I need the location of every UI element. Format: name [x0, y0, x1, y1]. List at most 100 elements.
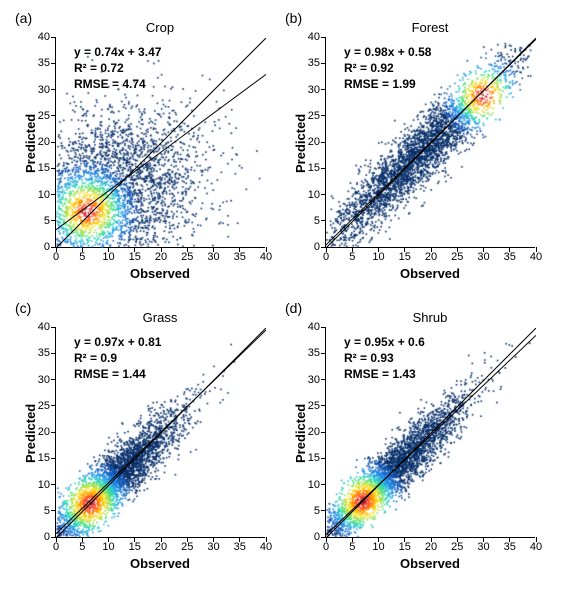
xtick-label: 40 — [260, 251, 272, 263]
fit-annotation-line: RMSE = 1.44 — [74, 366, 161, 382]
xtick-label: 30 — [207, 541, 219, 553]
fit-annotation-b: y = 0.98x + 0.58R² = 0.92RMSE = 1.99 — [344, 44, 431, 93]
ytick-label: 35 — [38, 57, 50, 69]
xtick-label: 10 — [102, 541, 114, 553]
fit-annotation-line: R² = 0.93 — [344, 350, 425, 366]
xtick-label: 5 — [79, 251, 85, 263]
xtick-label: 30 — [477, 541, 489, 553]
ylabel: Predicted — [293, 114, 308, 173]
fit-annotation-line: y = 0.95x + 0.6 — [344, 334, 425, 350]
xtick-label: 10 — [372, 541, 384, 553]
xtick-label: 30 — [207, 251, 219, 263]
ytick-label: 0 — [44, 531, 50, 543]
xtick-label: 5 — [349, 541, 355, 553]
ytick-label: 20 — [308, 136, 320, 148]
ytick-label: 20 — [308, 426, 320, 438]
xtick-label: 20 — [155, 251, 167, 263]
ytick-label: 40 — [38, 31, 50, 43]
xtick-label: 15 — [399, 541, 411, 553]
ytick-label: 15 — [308, 162, 320, 174]
xtick-label: 25 — [181, 541, 193, 553]
xtick-label: 5 — [79, 541, 85, 553]
fit-annotation-line: RMSE = 1.43 — [344, 366, 425, 382]
ytick-label: 15 — [38, 162, 50, 174]
fit-annotation-line: y = 0.97x + 0.81 — [74, 334, 161, 350]
figure-root: (a)Crop05101520253035400510152025303540y… — [0, 0, 575, 597]
ytick-label: 40 — [308, 31, 320, 43]
ytick-label: 5 — [44, 505, 50, 517]
ytick-label: 5 — [314, 505, 320, 517]
panel-label-b: (b) — [285, 10, 302, 26]
xtick-label: 0 — [53, 251, 59, 263]
ytick-label: 0 — [314, 531, 320, 543]
xtick-label: 35 — [504, 251, 516, 263]
xlabel: Observed — [55, 266, 265, 281]
ytick-label: 30 — [308, 374, 320, 386]
panel-title-d: Shrub — [325, 310, 535, 325]
panel-title-a: Crop — [55, 20, 265, 35]
ytick-label: 10 — [38, 479, 50, 491]
xtick-label: 25 — [451, 541, 463, 553]
ytick-label: 25 — [308, 400, 320, 412]
plot-area-d: 05101520253035400510152025303540y = 0.95… — [325, 328, 535, 538]
ytick-label: 35 — [308, 57, 320, 69]
fit-annotation-d: y = 0.95x + 0.6R² = 0.93RMSE = 1.43 — [344, 334, 425, 383]
ylabel: Predicted — [293, 404, 308, 463]
ytick-label: 35 — [308, 347, 320, 359]
ytick-label: 40 — [308, 321, 320, 333]
fit-annotation-line: R² = 0.92 — [344, 60, 431, 76]
ytick-label: 25 — [308, 110, 320, 122]
xtick-label: 40 — [260, 541, 272, 553]
ytick-label: 40 — [38, 321, 50, 333]
ytick-label: 25 — [38, 400, 50, 412]
panel-label-c: (c) — [15, 300, 31, 316]
ytick-label: 5 — [314, 215, 320, 227]
xtick-label: 10 — [372, 251, 384, 263]
xtick-label: 20 — [425, 251, 437, 263]
ytick-label: 25 — [38, 110, 50, 122]
ytick-label: 0 — [44, 241, 50, 253]
panel-title-b: Forest — [325, 20, 535, 35]
fit-annotation-line: y = 0.74x + 3.47 — [74, 44, 161, 60]
xtick-label: 15 — [399, 251, 411, 263]
xtick-label: 15 — [129, 251, 141, 263]
panel-label-a: (a) — [15, 10, 32, 26]
panel-d: (d)Shrub05101520253035400510152025303540… — [325, 328, 535, 538]
ytick-label: 10 — [308, 479, 320, 491]
panel-label-d: (d) — [285, 300, 302, 316]
ytick-label: 30 — [38, 374, 50, 386]
xtick-label: 35 — [504, 541, 516, 553]
ytick-label: 20 — [38, 136, 50, 148]
ylabel: Predicted — [23, 114, 38, 173]
xtick-label: 35 — [234, 541, 246, 553]
fit-annotation-line: R² = 0.9 — [74, 350, 161, 366]
fit-annotation-line: RMSE = 4.74 — [74, 76, 161, 92]
ylabel: Predicted — [23, 404, 38, 463]
fit-annotation-c: y = 0.97x + 0.81R² = 0.9RMSE = 1.44 — [74, 334, 161, 383]
xtick-label: 0 — [323, 541, 329, 553]
plot-area-c: 05101520253035400510152025303540y = 0.97… — [55, 328, 265, 538]
ytick-label: 5 — [44, 215, 50, 227]
xtick-label: 40 — [530, 251, 542, 263]
ytick-label: 10 — [308, 189, 320, 201]
ytick-label: 10 — [38, 189, 50, 201]
xtick-label: 0 — [323, 251, 329, 263]
panel-title-c: Grass — [55, 310, 265, 325]
xlabel: Observed — [325, 266, 535, 281]
ytick-label: 15 — [38, 452, 50, 464]
ytick-label: 0 — [314, 241, 320, 253]
xlabel: Observed — [325, 556, 535, 571]
plot-area-b: 05101520253035400510152025303540y = 0.98… — [325, 38, 535, 248]
ytick-label: 15 — [308, 452, 320, 464]
xtick-label: 25 — [451, 251, 463, 263]
xtick-label: 20 — [155, 541, 167, 553]
ytick-label: 30 — [308, 84, 320, 96]
xtick-label: 15 — [129, 541, 141, 553]
xtick-label: 30 — [477, 251, 489, 263]
ytick-label: 30 — [38, 84, 50, 96]
xtick-label: 40 — [530, 541, 542, 553]
fit-annotation-line: y = 0.98x + 0.58 — [344, 44, 431, 60]
xlabel: Observed — [55, 556, 265, 571]
ytick-label: 20 — [38, 426, 50, 438]
fit-annotation-line: R² = 0.72 — [74, 60, 161, 76]
